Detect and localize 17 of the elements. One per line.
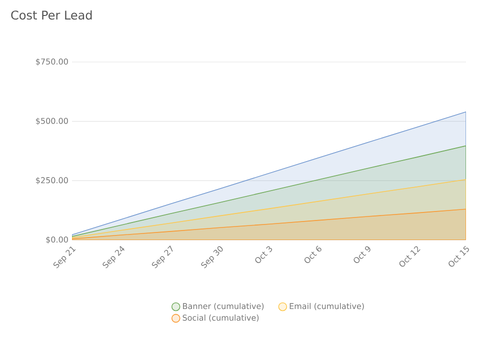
y-tick-label: $250.00 xyxy=(36,177,68,184)
x-tick-label: Oct 9 xyxy=(354,246,370,264)
x-tick-label: Oct 15 xyxy=(448,246,469,267)
y-tick-label: $750.00 xyxy=(36,58,68,66)
chart-title: Cost Per Lead xyxy=(11,10,92,20)
x-tick-label: Sep 24 xyxy=(102,246,125,268)
y-tick-label: $0.00 xyxy=(46,236,68,244)
x-tick-label: Sep 27 xyxy=(152,246,173,268)
x-tick-label: Sep 30 xyxy=(201,246,223,268)
legend-label: Email (cumulative) xyxy=(290,302,364,310)
x-tick-label: Oct 6 xyxy=(304,246,322,264)
x-tick-label: Sep 21 xyxy=(53,246,76,268)
x-tick-label: Oct 3 xyxy=(255,246,272,264)
legend-label: Banner (cumulative) xyxy=(183,302,264,310)
x-tick-label: Oct 12 xyxy=(399,246,420,267)
y-tick-label: $500.00 xyxy=(36,118,68,125)
legend-label: Social (cumulative) xyxy=(182,314,259,322)
